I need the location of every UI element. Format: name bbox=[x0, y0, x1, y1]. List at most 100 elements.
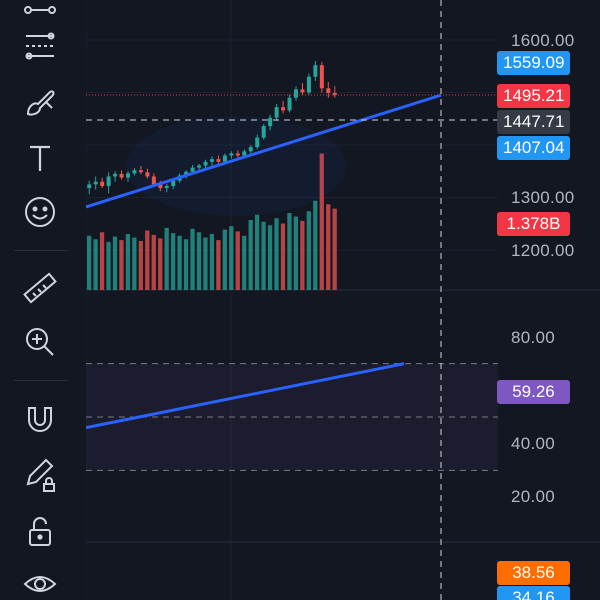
volume-bar bbox=[99, 232, 105, 290]
candle-body bbox=[216, 159, 221, 162]
rsi-value-tag: 59.26 bbox=[497, 380, 570, 404]
volume-bar bbox=[287, 213, 292, 290]
volume-bar bbox=[93, 239, 98, 290]
candle-body bbox=[255, 137, 260, 148]
orange-indicator-tag: 38.56 bbox=[497, 561, 570, 585]
volume-bar bbox=[216, 240, 221, 290]
candle-body bbox=[313, 65, 318, 77]
volume-bar bbox=[274, 218, 279, 290]
osc-tick-20: 20.00 bbox=[511, 487, 556, 506]
blue-indicator-tag: 34.16 bbox=[497, 586, 570, 600]
volume-bar bbox=[203, 237, 208, 290]
candle-body bbox=[210, 159, 214, 162]
volume-bar bbox=[326, 204, 331, 290]
candle-body bbox=[190, 167, 195, 172]
candle-body bbox=[274, 107, 279, 118]
candle-body bbox=[332, 93, 337, 96]
candle-body bbox=[171, 180, 176, 186]
volume-bar bbox=[332, 208, 337, 290]
candle-body bbox=[261, 126, 266, 138]
toolbar-divider bbox=[14, 380, 68, 381]
candle-body bbox=[158, 184, 163, 189]
volume-bar bbox=[177, 235, 182, 290]
last-price-tag: 1495.21 bbox=[497, 84, 570, 108]
zoom-in-icon[interactable] bbox=[18, 320, 62, 364]
lock-drawing-icon[interactable] bbox=[18, 452, 62, 496]
selection-shade bbox=[126, 116, 346, 216]
candle-body bbox=[319, 65, 324, 89]
volume-bar bbox=[158, 238, 163, 290]
volume-bar bbox=[280, 223, 286, 290]
candle-body bbox=[106, 176, 111, 186]
volume-bar bbox=[112, 236, 118, 290]
candle-body bbox=[151, 176, 156, 185]
candle-body bbox=[100, 181, 105, 186]
candle-body bbox=[197, 165, 202, 168]
candle-body bbox=[268, 117, 273, 127]
candle-body bbox=[294, 89, 298, 98]
candle-body bbox=[87, 184, 92, 189]
volume-tag: 1.378B bbox=[497, 212, 570, 236]
volume-bar bbox=[222, 229, 227, 290]
price-tick-1600: 1600.00 bbox=[511, 31, 575, 50]
volume-bar bbox=[255, 214, 260, 290]
volume-bar bbox=[87, 235, 92, 290]
volume-bar bbox=[145, 230, 150, 290]
chart-canvas[interactable] bbox=[86, 0, 600, 600]
emoji-icon[interactable] bbox=[18, 190, 62, 234]
candle-body bbox=[281, 107, 286, 111]
text-icon[interactable] bbox=[18, 136, 62, 180]
volume-bar bbox=[125, 234, 131, 290]
volume-bar bbox=[293, 216, 299, 290]
candle-body bbox=[326, 88, 331, 94]
price-trendline bbox=[86, 93, 442, 209]
volume-bar bbox=[132, 237, 137, 290]
chart-area[interactable]: 1600.00 1300.00 1200.00 1559.09 1495.21 … bbox=[86, 0, 600, 600]
volume-bar bbox=[300, 220, 305, 290]
volume-bar bbox=[106, 241, 111, 290]
eye-icon[interactable] bbox=[18, 562, 62, 600]
low-price-tag: 1407.04 bbox=[497, 136, 570, 160]
osc-tick-80: 80.00 bbox=[511, 328, 556, 347]
candle-body bbox=[119, 173, 124, 178]
price-tick-1200: 1200.00 bbox=[511, 241, 575, 260]
volume-bar bbox=[242, 235, 247, 290]
unlock-icon[interactable] bbox=[18, 510, 62, 554]
volume-bar bbox=[248, 220, 253, 290]
volume-bar bbox=[235, 231, 240, 290]
volume-bar bbox=[267, 225, 273, 290]
drawing-toolbar bbox=[0, 0, 80, 600]
fib-tools-icon[interactable] bbox=[18, 24, 62, 68]
volume-bar bbox=[313, 200, 318, 290]
candle-body bbox=[93, 181, 98, 185]
ruler-icon[interactable] bbox=[18, 266, 62, 310]
volume-bar bbox=[196, 232, 202, 290]
toolbar-divider bbox=[14, 250, 68, 251]
candle-body bbox=[287, 97, 292, 111]
candle-body bbox=[164, 185, 169, 189]
volume-bar bbox=[151, 234, 156, 290]
magnet-icon[interactable] bbox=[18, 396, 62, 440]
oscillator-trendline bbox=[86, 362, 405, 430]
candle-body bbox=[145, 172, 150, 177]
candle-body bbox=[235, 153, 240, 156]
price-tick-1300: 1300.00 bbox=[511, 188, 575, 207]
trend-tools-icon[interactable] bbox=[18, 0, 62, 22]
candle-body bbox=[203, 161, 208, 166]
osc-tick-40: 40.00 bbox=[511, 434, 556, 453]
volume-bar bbox=[261, 221, 266, 290]
volume-bar bbox=[183, 239, 189, 290]
candle-body bbox=[248, 147, 253, 152]
volume-bar bbox=[209, 234, 215, 290]
volume-bar bbox=[138, 241, 143, 290]
candle-body bbox=[132, 170, 137, 174]
brush-icon[interactable] bbox=[18, 80, 62, 124]
high-price-tag: 1559.09 bbox=[497, 51, 570, 75]
candle-body bbox=[229, 153, 234, 156]
volume-bar bbox=[119, 240, 124, 290]
volume-bar bbox=[171, 233, 176, 290]
candle-body bbox=[184, 171, 189, 176]
crosshair-price-tag: 1447.71 bbox=[497, 110, 570, 134]
volume-bar bbox=[306, 211, 311, 290]
